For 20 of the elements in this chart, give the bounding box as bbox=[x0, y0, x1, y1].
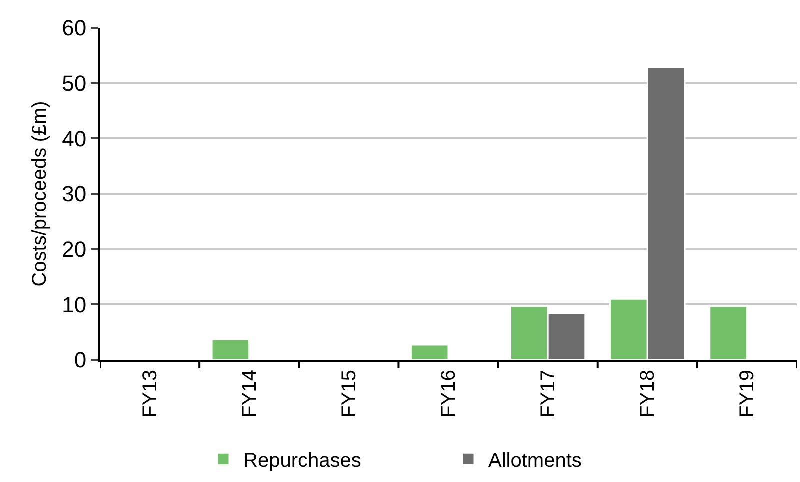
x-tick-label: FY14 bbox=[238, 370, 261, 418]
x-tick-label: FY15 bbox=[338, 370, 360, 418]
y-tick-label: 20 bbox=[62, 237, 87, 262]
y-tick-label: 10 bbox=[62, 292, 87, 318]
y-tick-label: 60 bbox=[62, 16, 87, 41]
x-tick-label: FY17 bbox=[538, 370, 560, 418]
x-tick-label: FY16 bbox=[438, 370, 460, 418]
x-tick-label: FY13 bbox=[139, 370, 162, 418]
y-tick-label: 50 bbox=[62, 71, 87, 96]
bar bbox=[211, 338, 250, 360]
legend-label: Allotments bbox=[488, 450, 582, 472]
x-tick-label: FY18 bbox=[637, 370, 660, 418]
y-tick-label: 0 bbox=[74, 348, 87, 373]
legend-label: Repurchases bbox=[244, 450, 362, 472]
y-axis-title: Costs/proceeds (£m) bbox=[29, 101, 52, 287]
y-tick-label: 40 bbox=[62, 126, 87, 152]
bar bbox=[410, 344, 450, 360]
bar bbox=[709, 306, 748, 360]
y-tick-label: 30 bbox=[62, 182, 87, 207]
x-tick-label: FY19 bbox=[736, 370, 759, 418]
